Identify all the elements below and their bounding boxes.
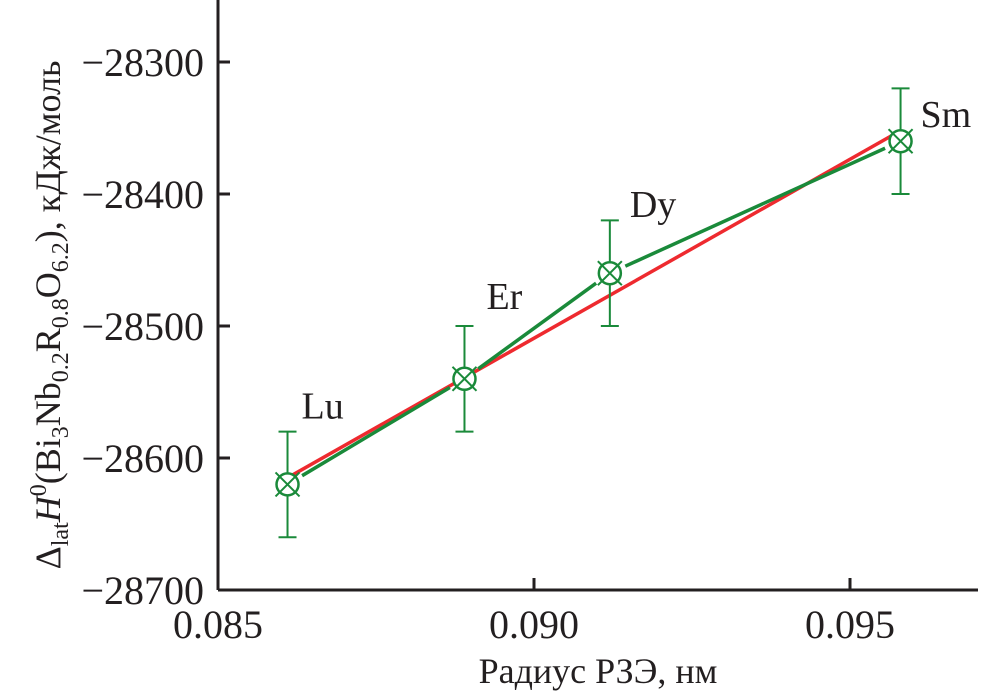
- y-tick-label: −28500: [81, 304, 204, 349]
- y-label-sub: 3: [48, 426, 74, 438]
- point-label: Dy: [630, 184, 676, 226]
- y-label-sub: 6.2: [48, 242, 74, 272]
- x-tick-label: 0.085: [173, 602, 263, 647]
- y-label-sup: 0: [26, 484, 52, 496]
- y-label-part: O: [28, 272, 68, 298]
- y-axis-label: ΔlatH0(Bi3Nb0.2R0.8O6.2), кДж/моль: [26, 61, 74, 570]
- marks: Lu Er Dy Sm: [274, 87, 972, 539]
- data-point-cross: [887, 128, 914, 154]
- y-label-part: (Bi: [28, 438, 68, 484]
- y-label-sub: lat: [48, 522, 74, 546]
- data-point-cross: [451, 366, 478, 392]
- series-segment: [301, 386, 451, 478]
- data-point-cross: [274, 471, 301, 498]
- point-label: Sm: [921, 94, 972, 136]
- y-label-part: ), кДж/моль: [28, 61, 68, 243]
- x-tick-label: 0.095: [805, 602, 895, 647]
- x-tick-label: 0.090: [489, 602, 579, 647]
- y-label-h: H: [28, 494, 68, 523]
- series-segment: [624, 146, 886, 268]
- y-label-sub: 0.2: [48, 352, 74, 382]
- y-label-part: Nb: [28, 382, 68, 426]
- data-point-cross: [597, 260, 623, 286]
- point-label: Er: [486, 276, 522, 318]
- y-tick-label: −28300: [81, 40, 204, 85]
- series-segment: [477, 281, 598, 371]
- point-label: Lu: [302, 385, 344, 427]
- y-tick-label: −28600: [81, 436, 204, 481]
- y-tick-label: −28700: [81, 568, 204, 613]
- y-label-part: R: [28, 328, 68, 352]
- y-tick-label: −28400: [81, 172, 204, 217]
- y-label-sub: 0.8: [48, 298, 74, 328]
- axes: 0.085 0.090 0.095 −28300 −28400 −28500 −28600 −…: [81, 0, 978, 647]
- x-axis-label: Радиус РЗЭ, нм: [479, 651, 718, 691]
- y-label-delta: Δ: [28, 546, 68, 569]
